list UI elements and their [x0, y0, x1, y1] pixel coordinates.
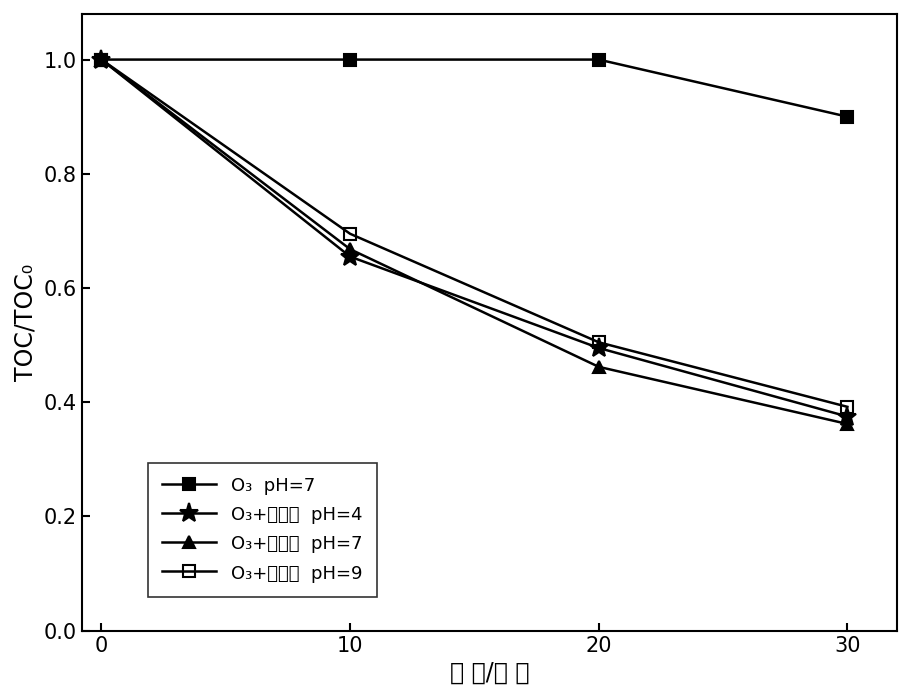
Y-axis label: TOC/TOC₀: TOC/TOC₀	[14, 264, 38, 381]
X-axis label: 时 间/分 钟: 时 间/分 钟	[450, 661, 529, 685]
Legend: O₃  pH=7, O₃+催化剂  pH=4, O₃+催化剂  pH=7, O₃+催化剂  pH=9: O₃ pH=7, O₃+催化剂 pH=4, O₃+催化剂 pH=7, O₃+催化…	[148, 463, 376, 597]
